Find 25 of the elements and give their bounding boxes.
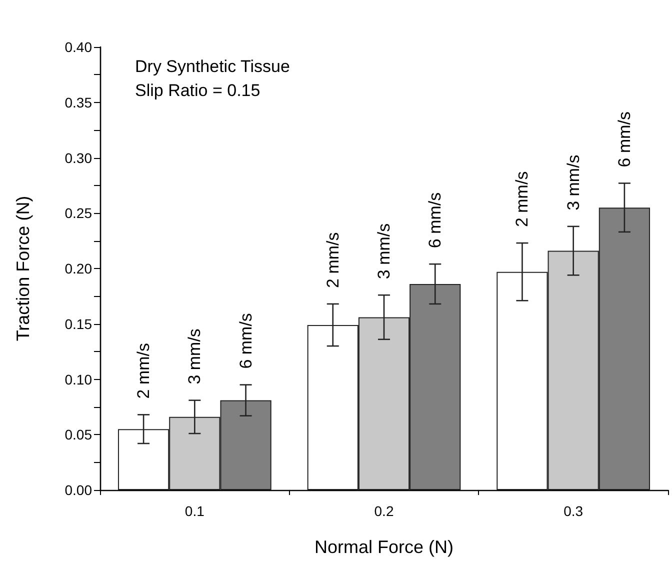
text: 2 mm/s [512, 171, 532, 228]
y-tick-label: 0.40 [64, 39, 92, 55]
text: 2 mm/s [134, 342, 154, 399]
y-tick-label: 0.35 [64, 94, 92, 110]
y-tick-label: 0.05 [64, 426, 92, 443]
text: 3 mm/s [564, 154, 583, 210]
text: 6 mm/s [614, 111, 634, 168]
text: 3 mm/s [374, 223, 394, 280]
annotation: Dry Synthetic Tissue [135, 57, 290, 76]
text: 6 mm/s [426, 192, 445, 248]
y-tick-label: 0.10 [64, 371, 92, 388]
x-axis-title: Normal Force (N) [314, 537, 454, 557]
x-tick-label: 0.1 [184, 503, 205, 519]
text: 3 mm/s [185, 328, 204, 384]
y-axis-title: Traction Force (N) [13, 196, 33, 342]
y-tick-label: 0.25 [64, 205, 92, 222]
y-tick-label: 0.15 [64, 316, 92, 332]
text: 6 mm/s [236, 313, 256, 369]
annotation: Slip Ratio = 0.15 [135, 81, 260, 100]
y-tick-label: 0.20 [64, 260, 92, 276]
y-tick-label: 0.30 [64, 150, 92, 166]
x-tick-label: 0.3 [564, 503, 584, 519]
x-tick-label: 0.2 [374, 503, 394, 519]
text: 2 mm/s [323, 232, 342, 288]
y-tick-label: 0.00 [64, 482, 92, 498]
